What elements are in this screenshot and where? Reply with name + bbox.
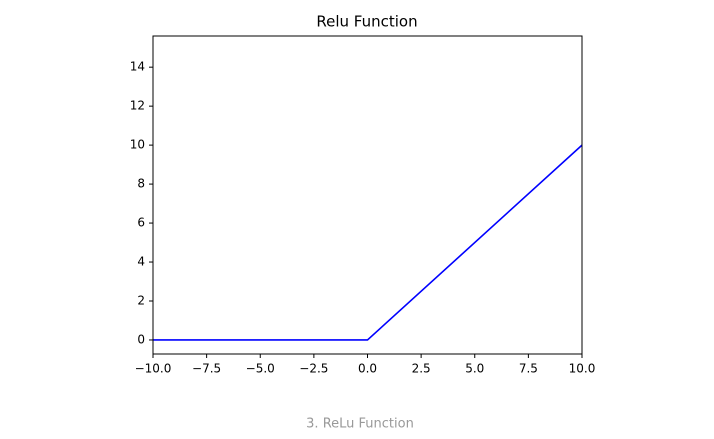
x-tick-label: −7.5 <box>192 362 221 376</box>
plot-frame <box>152 35 583 355</box>
data-line <box>153 144 583 341</box>
y-tick-label: 8 <box>137 177 145 191</box>
x-tick-label: 0.0 <box>358 362 377 376</box>
y-tick-label: 14 <box>130 60 145 74</box>
y-tick-label: 10 <box>130 138 145 152</box>
y-tick-label: 12 <box>130 99 145 113</box>
x-tick-label: 2.5 <box>412 362 431 376</box>
chart-title: Relu Function <box>316 13 417 31</box>
y-tick-label: 4 <box>137 255 145 269</box>
x-tick-label: −2.5 <box>299 362 328 376</box>
x-tick-label: −5.0 <box>246 362 275 376</box>
x-tick-label: 5.0 <box>465 362 484 376</box>
y-tick-label: 2 <box>137 294 145 308</box>
caption: 3. ReLu Function <box>306 417 414 432</box>
x-tick-label: 10.0 <box>569 362 596 376</box>
y-tick-label: 0 <box>137 332 145 346</box>
y-tick-label: 6 <box>137 216 145 230</box>
x-tick-label: −10.0 <box>135 362 172 376</box>
x-tick-label: 7.5 <box>519 362 538 376</box>
